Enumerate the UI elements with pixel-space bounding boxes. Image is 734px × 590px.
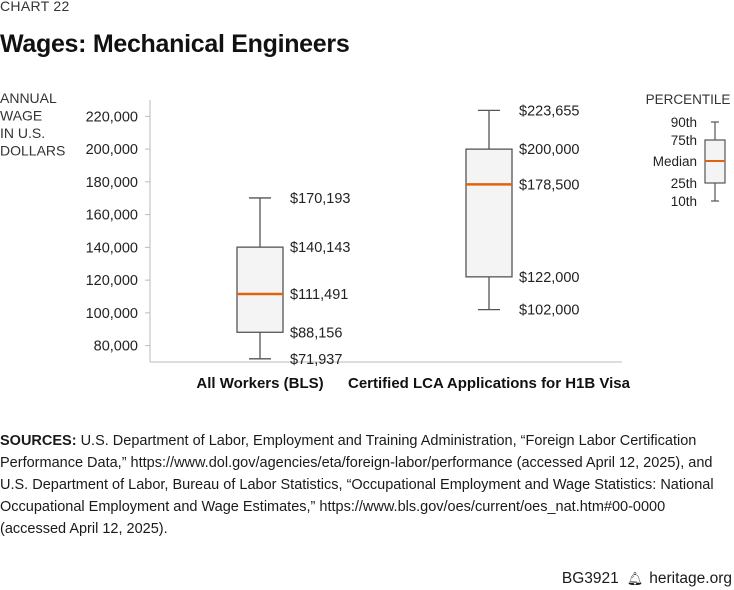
legend-item-label: 10th	[671, 194, 697, 209]
y-tick-label: 100,000	[86, 306, 138, 322]
x-category-label: Certified LCA Applications for H1B Visa	[348, 375, 631, 392]
legend-item-label: 75th	[671, 133, 697, 148]
footer-site: heritage.org	[649, 570, 732, 587]
sources-note: SOURCES: U.S. Department of Labor, Emplo…	[0, 430, 720, 540]
sources-text: U.S. Department of Labor, Employment and…	[0, 433, 714, 537]
value-label-median: $111,491	[290, 287, 348, 303]
value-label-75th: $140,143	[290, 240, 350, 256]
x-category-label: All Workers (BLS)	[196, 375, 323, 392]
chart-title: Wages: Mechanical Engineers	[0, 30, 350, 58]
y-axis-title-line: WAGE	[0, 108, 42, 124]
sources-lead: SOURCES:	[0, 433, 77, 449]
y-tick-label: 120,000	[86, 273, 138, 289]
chart-number-label: CHART 22	[0, 0, 70, 14]
value-label-90th: $170,193	[290, 191, 350, 207]
box-iqr	[465, 148, 513, 278]
value-label-25th: $122,000	[519, 270, 579, 286]
value-label-median: $178,500	[519, 177, 579, 193]
value-label-10th: $71,937	[290, 352, 342, 368]
y-axis-title-line: IN U.S.	[0, 125, 45, 141]
y-tick-label: 220,000	[86, 109, 138, 125]
value-label-10th: $102,000	[519, 303, 579, 319]
y-tick-label: 180,000	[86, 175, 138, 191]
footer-code: BG3921	[561, 570, 619, 587]
legend-title: PERCENTILE	[646, 92, 731, 107]
y-axis-title-line: ANNUAL	[0, 90, 57, 106]
value-label-75th: $200,000	[519, 142, 579, 158]
y-axis-title-line: DOLLARS	[0, 143, 65, 159]
footer: BG3921 🔔︎ heritage.org	[562, 570, 732, 588]
value-label-25th: $88,156	[290, 325, 342, 341]
y-tick-label: 160,000	[86, 208, 138, 224]
liberty-bell-icon: 🔔︎	[626, 571, 644, 586]
value-label-90th: $223,655	[519, 103, 579, 119]
y-tick-label: 200,000	[86, 142, 138, 158]
legend-item-label: 25th	[671, 176, 697, 191]
legend-item-label: Median	[653, 154, 697, 169]
box-iqr	[236, 246, 284, 333]
y-tick-label: 80,000	[94, 339, 138, 355]
legend-item-label: 90th	[671, 115, 697, 130]
y-tick-label: 140,000	[86, 240, 138, 256]
